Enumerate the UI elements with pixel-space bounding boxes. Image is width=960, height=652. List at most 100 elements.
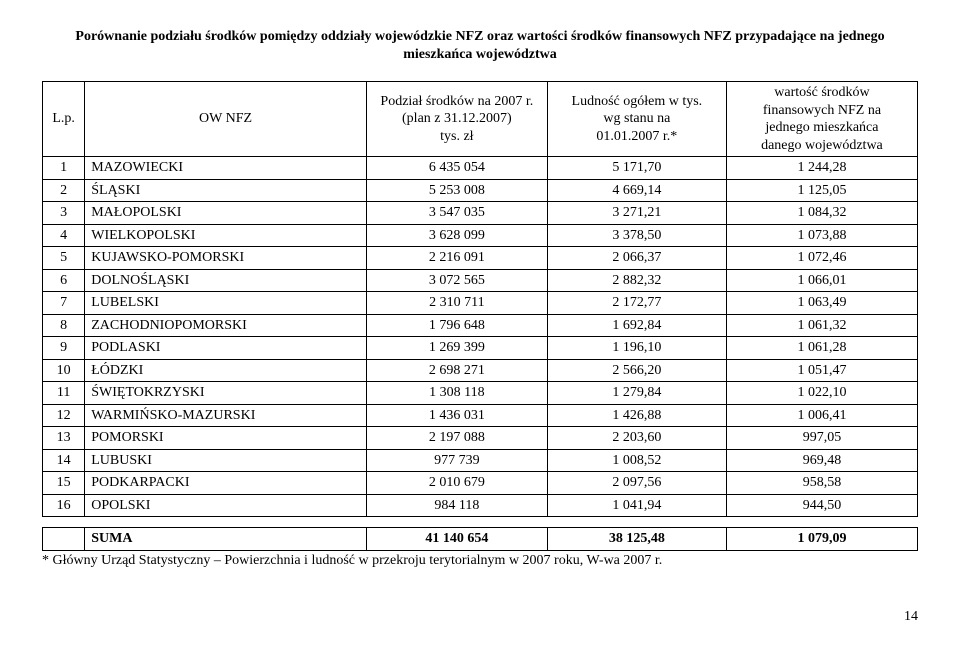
spacer-row <box>43 517 918 528</box>
row-v2: 1 692,84 <box>547 314 726 337</box>
page-title: Porównanie podziału środków pomiędzy odd… <box>42 28 918 63</box>
row-lp: 4 <box>43 224 85 247</box>
row-v1: 6 435 054 <box>366 157 547 180</box>
row-name: ŁÓDZKI <box>85 359 367 382</box>
sum-v2: 38 125,48 <box>547 528 726 551</box>
table-row: 5KUJAWSKO-POMORSKI2 216 0912 066,371 072… <box>43 247 918 270</box>
title-line-2: mieszkańca województwa <box>403 47 557 62</box>
row-v2: 1 426,88 <box>547 404 726 427</box>
row-lp: 16 <box>43 494 85 517</box>
row-v1: 2 698 271 <box>366 359 547 382</box>
row-v2: 3 378,50 <box>547 224 726 247</box>
row-v3: 1 006,41 <box>726 404 917 427</box>
row-v2: 2 882,32 <box>547 269 726 292</box>
row-name: PODLASKI <box>85 337 367 360</box>
table-row: 12WARMIŃSKO-MAZURSKI1 436 0311 426,881 0… <box>43 404 918 427</box>
row-v3: 1 061,32 <box>726 314 917 337</box>
table-row: 13POMORSKI2 197 0882 203,60997,05 <box>43 427 918 450</box>
row-lp: 2 <box>43 179 85 202</box>
row-v3: 969,48 <box>726 449 917 472</box>
table-row: 2ŚLĄSKI5 253 0084 669,141 125,05 <box>43 179 918 202</box>
table-row: 15PODKARPACKI2 010 6792 097,56958,58 <box>43 472 918 495</box>
row-lp: 12 <box>43 404 85 427</box>
row-name: OPOLSKI <box>85 494 367 517</box>
header-lp: L.p. <box>43 82 85 157</box>
row-v1: 3 628 099 <box>366 224 547 247</box>
row-v3: 1 061,28 <box>726 337 917 360</box>
table-row: 3MAŁOPOLSKI3 547 0353 271,211 084,32 <box>43 202 918 225</box>
row-name: DOLNOŚLĄSKI <box>85 269 367 292</box>
footnote: * Główny Urząd Statystyczny – Powierzchn… <box>42 553 918 569</box>
sum-label: SUMA <box>85 528 367 551</box>
row-v2: 2 566,20 <box>547 359 726 382</box>
table-row: 9PODLASKI1 269 3991 196,101 061,28 <box>43 337 918 360</box>
row-v2: 2 172,77 <box>547 292 726 315</box>
table-row: 6DOLNOŚLĄSKI3 072 5652 882,321 066,01 <box>43 269 918 292</box>
funds-table: L.p. OW NFZ Podział środków na 2007 r. (… <box>42 81 918 551</box>
row-lp: 10 <box>43 359 85 382</box>
row-v3: 1 066,01 <box>726 269 917 292</box>
row-v3: 1 022,10 <box>726 382 917 405</box>
row-v1: 2 197 088 <box>366 427 547 450</box>
row-name: WARMIŃSKO-MAZURSKI <box>85 404 367 427</box>
row-lp: 7 <box>43 292 85 315</box>
row-lp: 14 <box>43 449 85 472</box>
row-v1: 3 547 035 <box>366 202 547 225</box>
row-v1: 2 010 679 <box>366 472 547 495</box>
row-v1: 977 739 <box>366 449 547 472</box>
row-v1: 3 072 565 <box>366 269 547 292</box>
row-v3: 997,05 <box>726 427 917 450</box>
row-v3: 1 084,32 <box>726 202 917 225</box>
row-v2: 2 097,56 <box>547 472 726 495</box>
page-number: 14 <box>42 609 918 625</box>
row-name: LUBUSKI <box>85 449 367 472</box>
row-v1: 1 308 118 <box>366 382 547 405</box>
row-name: MAŁOPOLSKI <box>85 202 367 225</box>
table-row: 10ŁÓDZKI2 698 2712 566,201 051,47 <box>43 359 918 382</box>
row-lp: 3 <box>43 202 85 225</box>
row-name: POMORSKI <box>85 427 367 450</box>
row-v2: 2 203,60 <box>547 427 726 450</box>
row-v1: 1 436 031 <box>366 404 547 427</box>
table-header-row: L.p. OW NFZ Podział środków na 2007 r. (… <box>43 82 918 157</box>
row-v3: 958,58 <box>726 472 917 495</box>
row-v3: 1 073,88 <box>726 224 917 247</box>
header-col2: Ludność ogółem w tys. wg stanu na 01.01.… <box>547 82 726 157</box>
row-v3: 1 244,28 <box>726 157 917 180</box>
row-v2: 5 171,70 <box>547 157 726 180</box>
row-lp: 15 <box>43 472 85 495</box>
row-v2: 4 669,14 <box>547 179 726 202</box>
table-row: 7LUBELSKI2 310 7112 172,771 063,49 <box>43 292 918 315</box>
sum-v3: 1 079,09 <box>726 528 917 551</box>
row-v2: 1 196,10 <box>547 337 726 360</box>
row-lp: 5 <box>43 247 85 270</box>
row-v2: 1 279,84 <box>547 382 726 405</box>
row-v3: 1 051,47 <box>726 359 917 382</box>
header-col3: wartość środków finansowych NFZ na jedne… <box>726 82 917 157</box>
table-row: 1MAZOWIECKI6 435 0545 171,701 244,28 <box>43 157 918 180</box>
table-row: 11ŚWIĘTOKRZYSKI1 308 1181 279,841 022,10 <box>43 382 918 405</box>
row-lp: 1 <box>43 157 85 180</box>
row-lp: 13 <box>43 427 85 450</box>
sum-v1: 41 140 654 <box>366 528 547 551</box>
row-v3: 944,50 <box>726 494 917 517</box>
row-name: ZACHODNIOPOMORSKI <box>85 314 367 337</box>
row-v2: 1 041,94 <box>547 494 726 517</box>
row-v2: 3 271,21 <box>547 202 726 225</box>
header-ow: OW NFZ <box>85 82 367 157</box>
row-v1: 1 269 399 <box>366 337 547 360</box>
table-row: 16OPOLSKI984 1181 041,94944,50 <box>43 494 918 517</box>
table-row: 8ZACHODNIOPOMORSKI1 796 6481 692,841 061… <box>43 314 918 337</box>
row-lp: 9 <box>43 337 85 360</box>
row-v1: 1 796 648 <box>366 314 547 337</box>
row-v1: 2 216 091 <box>366 247 547 270</box>
title-line-1: Porównanie podziału środków pomiędzy odd… <box>75 29 884 44</box>
row-name: ŚLĄSKI <box>85 179 367 202</box>
row-v1: 984 118 <box>366 494 547 517</box>
row-lp: 6 <box>43 269 85 292</box>
row-lp: 11 <box>43 382 85 405</box>
row-v2: 2 066,37 <box>547 247 726 270</box>
row-name: KUJAWSKO-POMORSKI <box>85 247 367 270</box>
row-v1: 2 310 711 <box>366 292 547 315</box>
row-v3: 1 063,49 <box>726 292 917 315</box>
